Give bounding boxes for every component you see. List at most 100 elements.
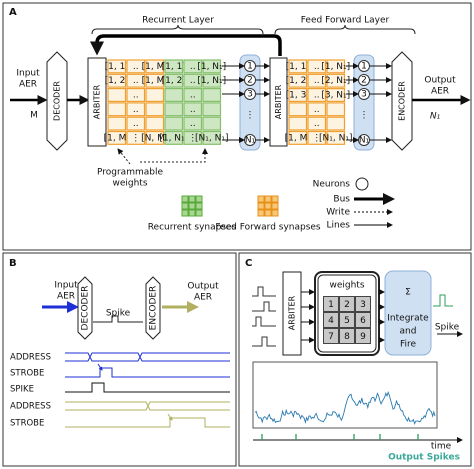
weight-cell [356, 313, 370, 327]
synapse-cell [126, 87, 146, 102]
synapse-cell [307, 102, 327, 117]
neuron-label: 3 [361, 90, 367, 100]
synapse-cell [164, 130, 184, 145]
synapse-cell [107, 116, 127, 131]
output-spikes-label: Output Spikes [388, 453, 460, 463]
path-shape [252, 301, 276, 312]
synapse-label: .. [133, 76, 139, 86]
brace [91, 24, 264, 35]
synapse-label: .. [133, 105, 139, 115]
synapse-cell [288, 73, 308, 88]
signal-label: STROBE [10, 369, 44, 379]
synapse-cell [326, 87, 346, 102]
input-label: AER [57, 292, 75, 302]
synapse-cell [202, 102, 222, 117]
synapse-label: [1, 3] [286, 91, 310, 101]
legend-icon [257, 209, 265, 217]
strobe-line [65, 367, 230, 378]
synapse-label: .. [190, 105, 196, 115]
synapse-cell [183, 59, 203, 74]
legend-icon [271, 195, 279, 203]
legend-icon [188, 202, 196, 210]
synapse-cell [145, 102, 165, 117]
synapse-cell [164, 116, 184, 131]
panel-label: A [9, 7, 17, 18]
synapse-label: [1, 1] [286, 62, 310, 72]
output-size: N₁ [430, 112, 441, 122]
synapse-label: .. [190, 119, 196, 129]
neuron-label: 2 [361, 76, 367, 86]
signal-label: ADDRESS [10, 402, 51, 412]
synapse-cell [145, 116, 165, 131]
weight-label: 7 [328, 332, 334, 342]
arbiter-label: ARBITER [93, 84, 102, 119]
synapse-cell [307, 73, 327, 88]
legend-icon [195, 195, 203, 203]
synapse-label: .. [314, 91, 320, 101]
synapse-cell [307, 87, 327, 102]
synapse-cell [183, 130, 203, 145]
path-shape [252, 316, 276, 327]
synapse-label: [2, N₁] [321, 76, 350, 86]
trace-box [252, 361, 438, 429]
address-bus [65, 352, 230, 362]
synapse-cell [145, 59, 165, 74]
neuron-text: Fire [400, 340, 417, 350]
synapse-cell [202, 130, 222, 145]
write-arrow [117, 148, 131, 165]
synapse-cell [307, 116, 327, 131]
output-label: Output [187, 282, 219, 292]
note: Programmable [97, 168, 163, 178]
neuron-label: ⋮ [246, 111, 255, 121]
legend-label: Bus [333, 195, 350, 205]
encoder [391, 51, 413, 151]
output-label: AER [194, 293, 212, 303]
synapse-cell [145, 87, 165, 102]
synapse-label: [1, N₁] [321, 62, 350, 72]
synapse-cell [164, 102, 184, 117]
neuron-label: 1 [247, 62, 253, 72]
synapse-label: ⋮ [131, 133, 140, 143]
synapse-cell [326, 59, 346, 74]
weight-label: 4 [328, 316, 334, 326]
synapse-label: .. [133, 91, 139, 101]
output-spike-ticks [261, 434, 419, 440]
synapse-cell [107, 73, 127, 88]
synapse-cell [107, 102, 127, 117]
legend-icon [271, 202, 279, 210]
neuron-text: Integrate [387, 314, 429, 324]
causality-arrow [97, 363, 103, 371]
arbiter-label: ARBITER [288, 295, 297, 330]
legend-icon [188, 209, 196, 217]
synapse-cell [183, 73, 203, 88]
synapse-cell [164, 87, 184, 102]
arbiter [282, 271, 302, 356]
synapse-label: .. [314, 119, 320, 129]
signal-label: STROBE [10, 419, 44, 429]
synapse-cell [326, 102, 346, 117]
synapse-label: [1, M] [142, 62, 168, 72]
weight-cell [340, 329, 354, 343]
panel-label: C [245, 258, 252, 269]
synapse-cell [288, 59, 308, 74]
panel-c-frame [238, 252, 472, 467]
weights-title: weights [329, 281, 364, 291]
bus-arrow [90, 34, 282, 56]
encoder-label: ENCODER [398, 81, 407, 121]
legend-icon [181, 202, 189, 210]
synapse-label: [1, N₁] [197, 62, 226, 72]
weight-cell [340, 297, 354, 311]
synapse-cell [145, 130, 165, 145]
weight-cell [356, 329, 370, 343]
synapse-cell [326, 130, 346, 145]
causality-arrow [167, 413, 173, 421]
weight-label: 6 [360, 316, 366, 326]
synapse-cell [202, 116, 222, 131]
weight-label: 5 [344, 316, 350, 326]
input-spikes [252, 286, 276, 347]
synapse-cell [126, 73, 146, 88]
synapse-label: [3, N₁] [321, 91, 350, 101]
legend-icon [257, 195, 265, 203]
weight-label: 8 [344, 332, 350, 342]
input-label: Input [54, 281, 78, 291]
